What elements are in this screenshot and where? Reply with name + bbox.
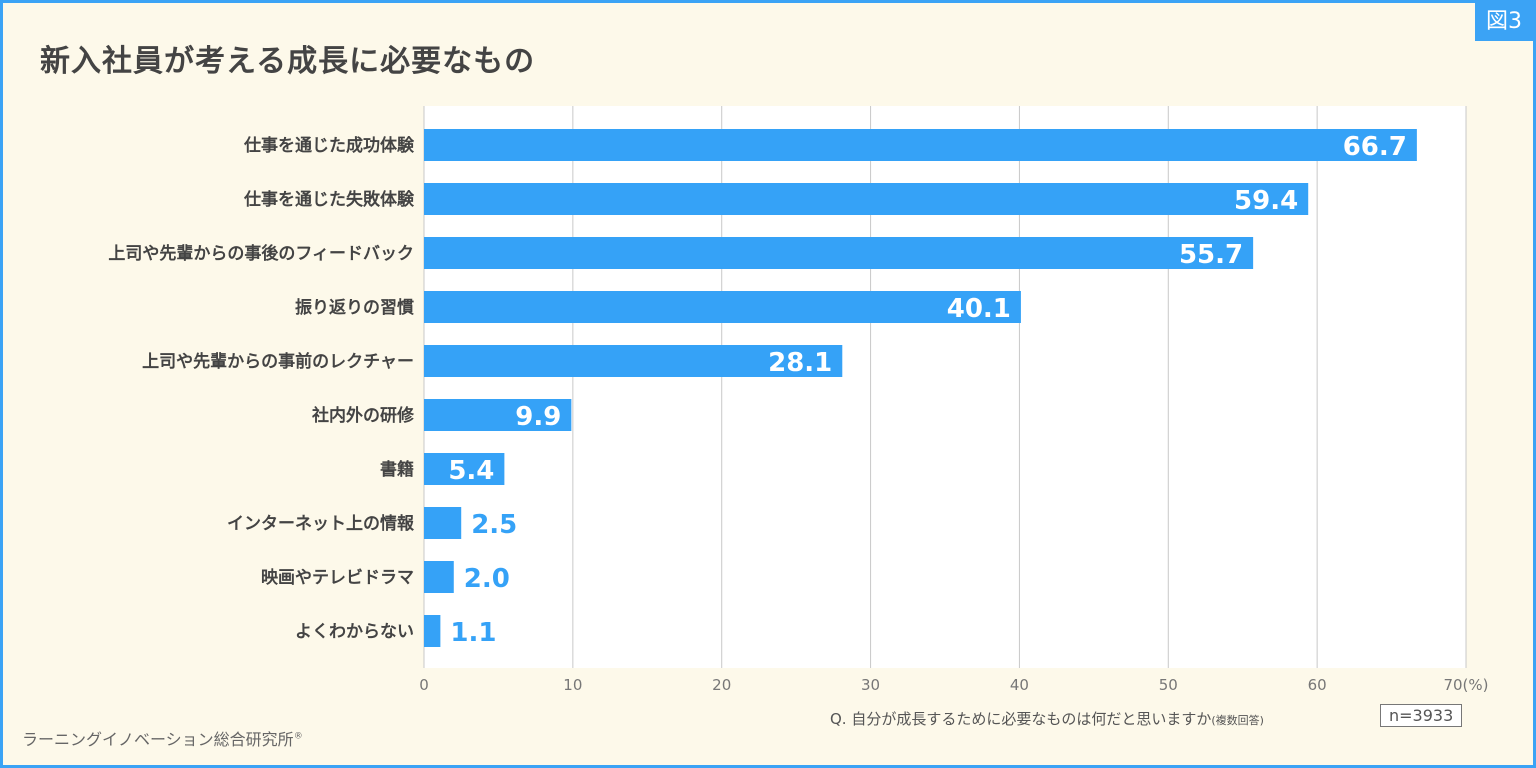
data-label: 55.7 (1179, 240, 1243, 270)
bar (424, 453, 505, 485)
question-label: Q. 自分が成長するために必要なものは何だと思いますか (830, 710, 1212, 728)
category-label: 上司や先輩からの事前のレクチャー (142, 351, 414, 372)
data-label: 66.7 (1343, 132, 1407, 162)
source-mark: ® (293, 731, 303, 742)
data-label: 9.9 (515, 402, 561, 432)
category-label: よくわからない (295, 622, 414, 642)
bar (424, 237, 1254, 269)
category-label: 社内外の研修 (311, 405, 415, 426)
chart-title: 新入社員が考える成長に必要なもの (40, 44, 536, 79)
source: ラーニングイノベーション総合研究所® (22, 726, 303, 750)
bar (424, 291, 1021, 323)
figure-tag: 図3 (1475, 3, 1533, 41)
x-tick-label: 70(%) (1443, 676, 1488, 694)
question-note: (複数回答) (1211, 714, 1264, 727)
data-label: 28.1 (768, 348, 832, 378)
data-label: 5.4 (448, 456, 494, 486)
category-label: インターネット上の情報 (227, 513, 415, 534)
bar (424, 183, 1309, 215)
bar (424, 561, 454, 593)
category-label: 上司や先輩からの事後のフィードバック (108, 243, 414, 264)
category-label: 仕事を通じた成功体験 (243, 135, 415, 156)
data-label: 59.4 (1234, 186, 1298, 216)
data-label: 2.0 (464, 564, 510, 594)
category-label: 映画やテレビドラマ (261, 567, 414, 588)
x-tick-label: 60 (1308, 676, 1327, 694)
category-label: 振り返りの習慣 (295, 297, 414, 318)
category-label: 書籍 (380, 459, 414, 480)
data-label: 1.1 (450, 618, 496, 648)
data-label: 2.5 (471, 510, 517, 540)
bar (424, 129, 1417, 161)
x-tick-label: 0 (419, 676, 429, 694)
sample-size: n=3933 (1380, 704, 1463, 727)
bar (424, 345, 843, 377)
x-tick-label: 10 (563, 676, 582, 694)
bar (424, 507, 462, 539)
x-tick-label: 50 (1159, 676, 1178, 694)
bar (424, 399, 572, 431)
bar (424, 615, 441, 647)
source-label: ラーニングイノベーション総合研究所 (22, 730, 294, 749)
data-label: 40.1 (947, 294, 1011, 324)
x-tick-label: 30 (861, 676, 880, 694)
x-tick-label: 40 (1010, 676, 1029, 694)
category-label: 仕事を通じた失敗体験 (243, 189, 415, 210)
x-tick-label: 20 (712, 676, 731, 694)
question-text: Q. 自分が成長するために必要なものは何だと思いますか(複数回答) (830, 708, 1264, 729)
